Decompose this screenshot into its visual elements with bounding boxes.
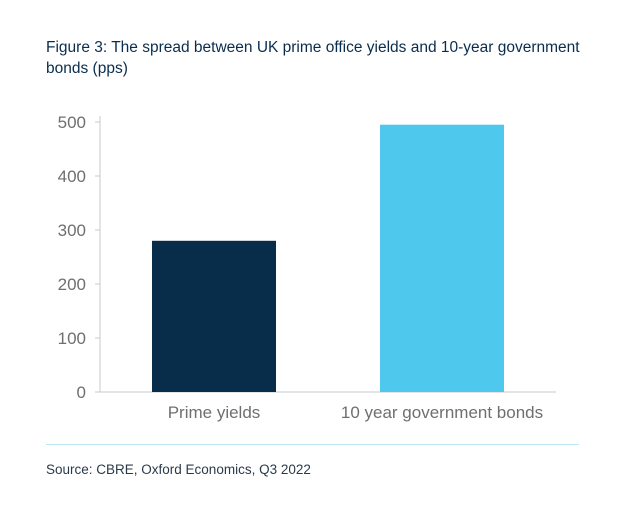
bar-10-year-government-bonds	[380, 124, 504, 392]
y-tick-label: 100	[58, 329, 86, 348]
x-category-label: Prime yields	[168, 403, 261, 422]
x-axis-categories: Prime yields 10 year government bonds	[168, 403, 543, 422]
chart-title: Figure 3: The spread between UK prime of…	[46, 39, 580, 77]
y-tick-label: 0	[77, 383, 86, 402]
bars	[152, 124, 504, 392]
y-tick-label: 200	[58, 275, 86, 294]
y-axis-ticks: 0 100 200 300 400 500	[58, 113, 100, 402]
y-tick-label: 500	[58, 113, 86, 132]
x-category-label: 10 year government bonds	[341, 403, 543, 422]
source-note: Source: CBRE, Oxford Economics, Q3 2022	[46, 462, 311, 477]
bar-prime-yields	[152, 240, 276, 392]
footer-divider	[46, 444, 579, 445]
bar-chart: 0 100 200 300 400 500 Prime yields 10 year gov…	[58, 113, 556, 422]
y-tick-label: 300	[58, 221, 86, 240]
y-tick-label: 400	[58, 167, 86, 186]
